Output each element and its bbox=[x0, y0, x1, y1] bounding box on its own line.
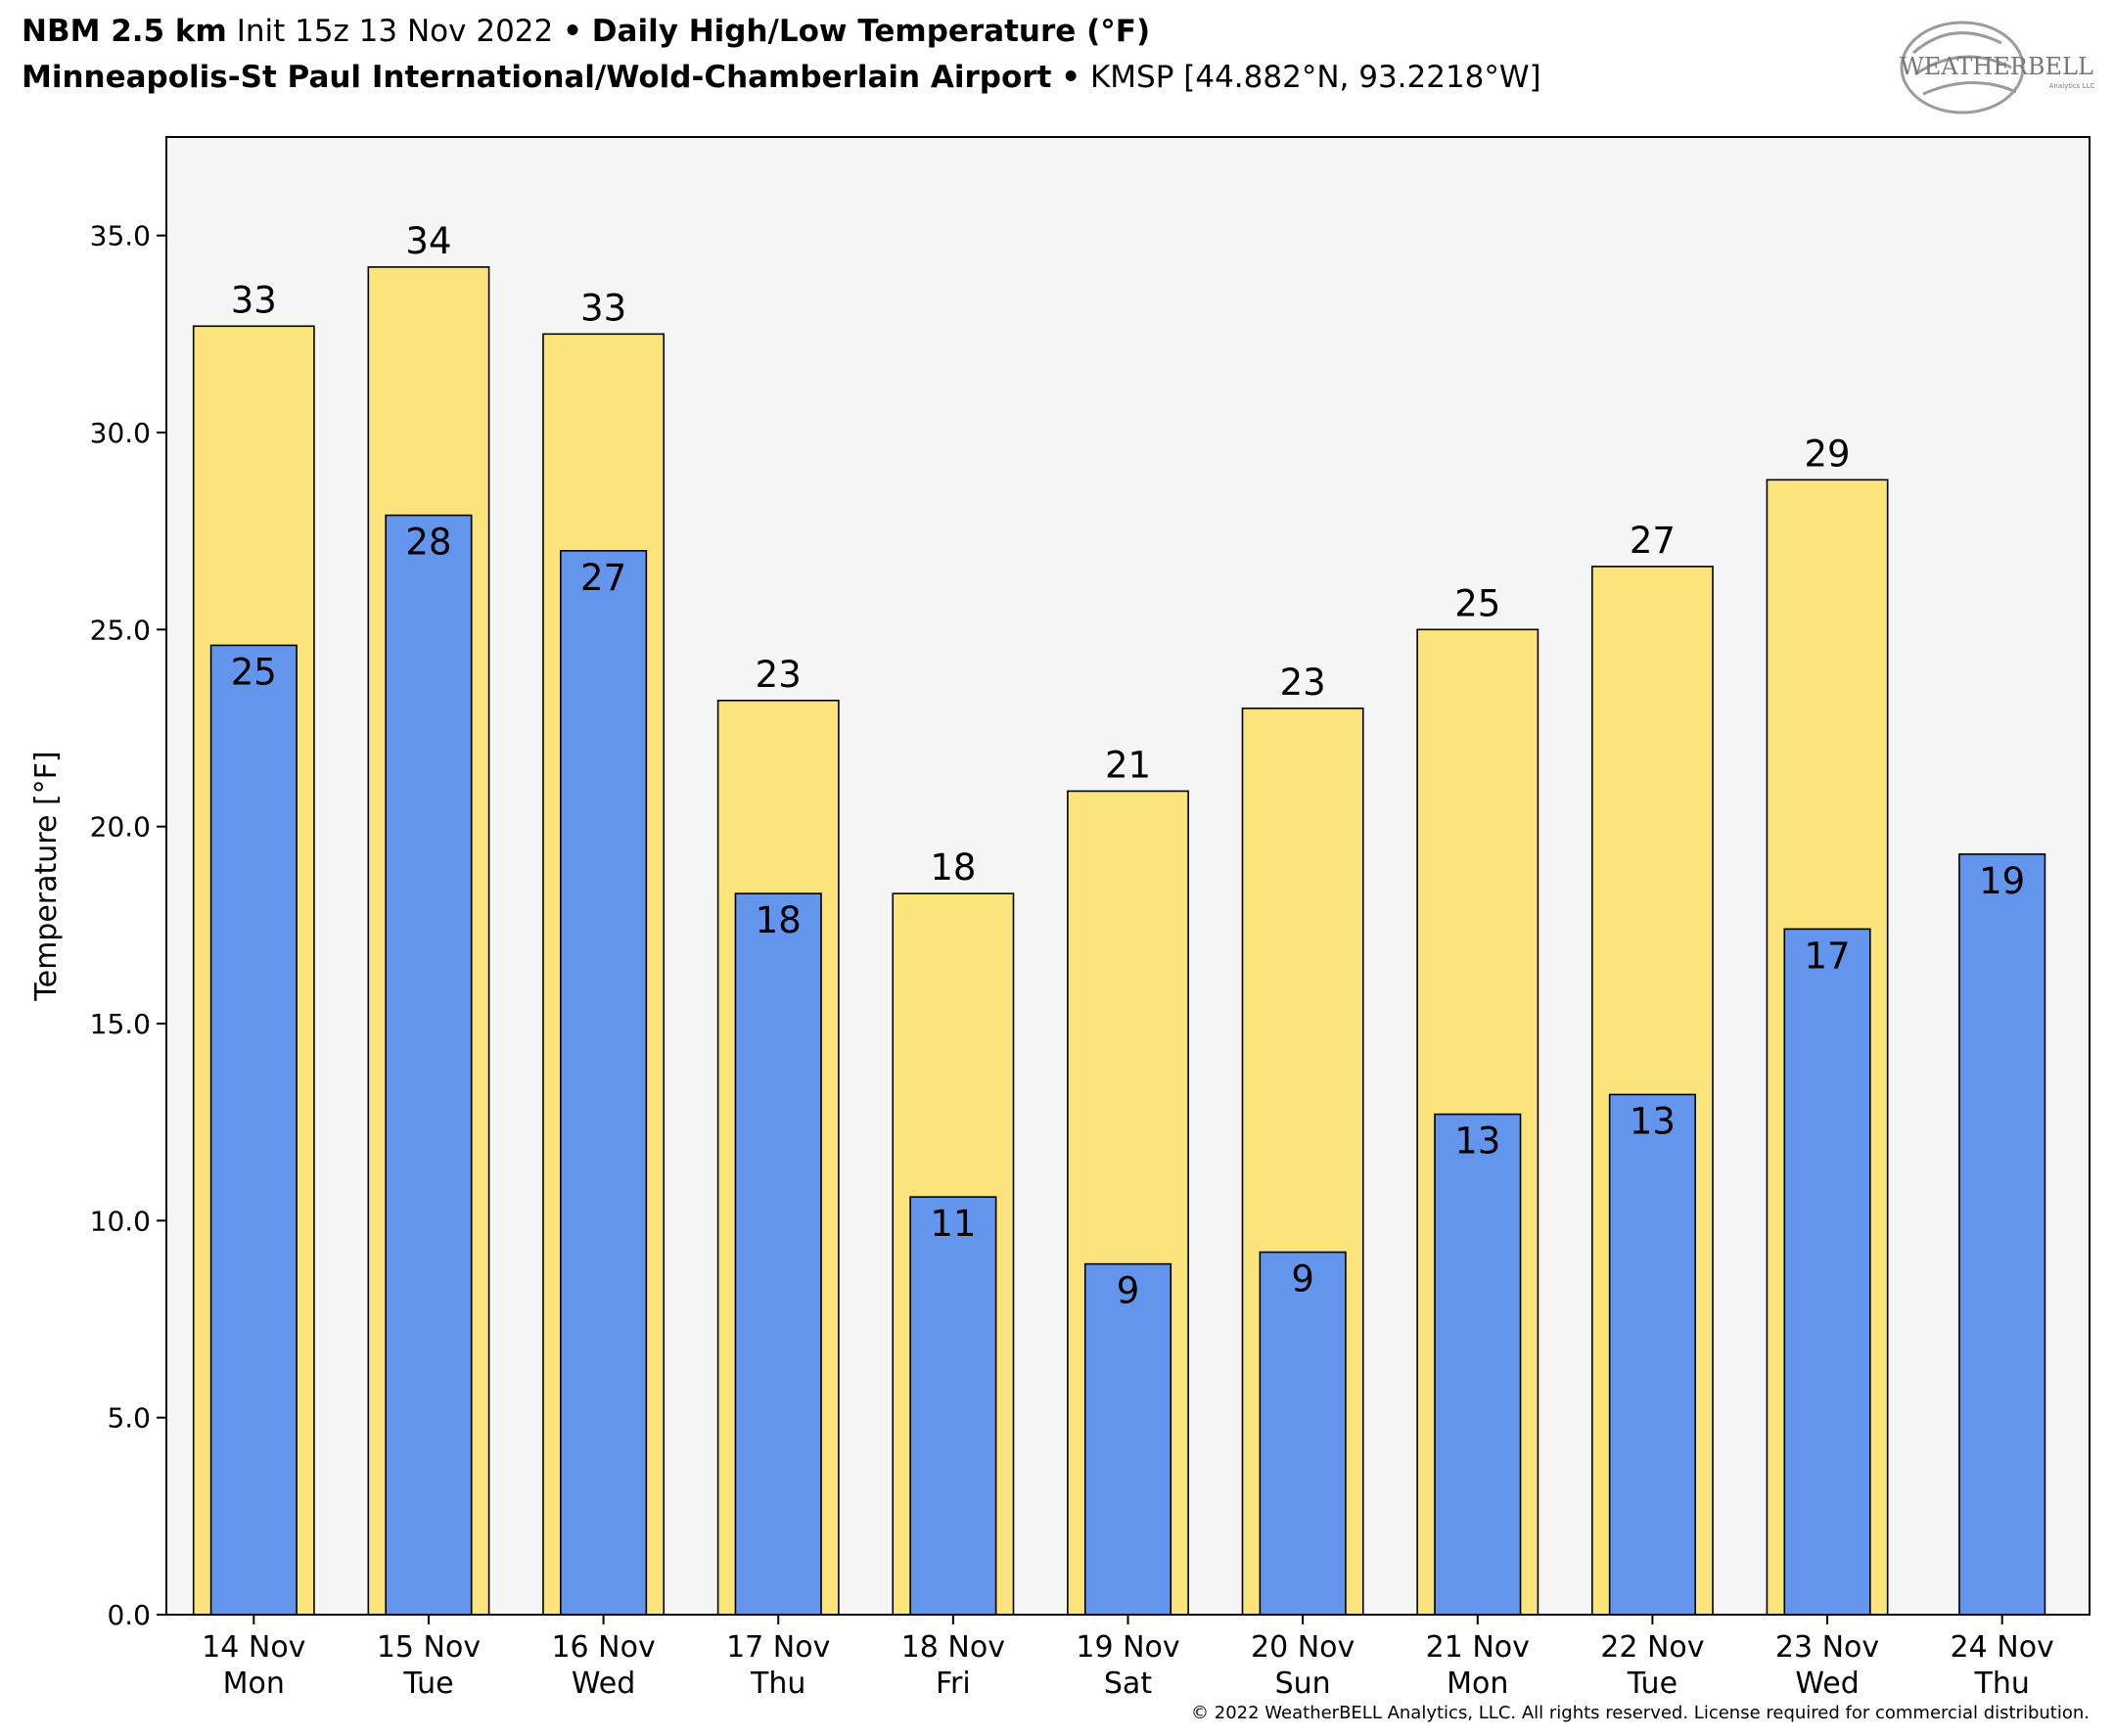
model-name: NBM 2.5 km bbox=[22, 14, 227, 49]
x-tick-date: 14 Nov bbox=[202, 1630, 305, 1665]
high-temp-label: 29 bbox=[1804, 433, 1850, 475]
x-tick-weekday: Fri bbox=[936, 1667, 971, 1701]
x-tick-weekday: Tue bbox=[1627, 1667, 1677, 1701]
low-temp-label: 27 bbox=[580, 557, 626, 599]
copyright-notice: © 2022 WeatherBELL Analytics, LLC. All r… bbox=[1191, 1703, 2090, 1723]
low-temp-label: 18 bbox=[756, 899, 802, 941]
x-tick-date: 20 Nov bbox=[1251, 1630, 1355, 1665]
y-tick-label: 25.0 bbox=[90, 614, 151, 646]
y-tick-label: 0.0 bbox=[107, 1599, 151, 1631]
x-tick-weekday: Thu bbox=[750, 1667, 805, 1701]
low-temp-bar bbox=[1259, 1251, 1347, 1616]
low-temp-bar bbox=[909, 1196, 997, 1616]
high-temp-label: 34 bbox=[405, 220, 451, 262]
low-temp-label: 9 bbox=[1117, 1270, 1140, 1312]
low-temp-bar bbox=[1783, 928, 1871, 1616]
chart-title-line-2: Minneapolis-St Paul International/Wold-C… bbox=[22, 60, 1541, 95]
low-temp-label: 25 bbox=[231, 651, 277, 693]
y-axis-label: Temperature [°F] bbox=[29, 751, 64, 1001]
bars-layer bbox=[192, 266, 2046, 1616]
chart-title: Daily High/Low Temperature (°F) bbox=[591, 14, 1151, 49]
low-temp-label: 19 bbox=[1979, 860, 2025, 902]
weatherbell-logo: WEATHERBELL Analytics LLC bbox=[1900, 21, 2095, 114]
high-temp-label: 33 bbox=[580, 287, 626, 329]
low-temp-bar bbox=[1083, 1262, 1172, 1616]
low-temp-bar bbox=[209, 644, 298, 1616]
x-tick-date: 17 Nov bbox=[726, 1630, 830, 1665]
x-tick-weekday: Mon bbox=[1447, 1667, 1508, 1701]
low-temp-bar bbox=[385, 514, 473, 1616]
y-tick-label: 5.0 bbox=[107, 1402, 151, 1435]
high-temp-label: 18 bbox=[930, 846, 976, 889]
high-temp-label: 27 bbox=[1630, 520, 1676, 562]
x-tick-weekday: Sat bbox=[1104, 1667, 1152, 1701]
separator: • bbox=[1061, 60, 1081, 95]
x-tick-weekday: Wed bbox=[1795, 1667, 1859, 1701]
x-tick-date: 22 Nov bbox=[1600, 1630, 1704, 1665]
x-tick-date: 16 Nov bbox=[551, 1630, 655, 1665]
y-tick-label: 20.0 bbox=[90, 811, 151, 844]
low-temp-label: 13 bbox=[1454, 1120, 1500, 1163]
x-tick-date: 18 Nov bbox=[901, 1630, 1005, 1665]
low-temp-bar bbox=[560, 549, 648, 1616]
low-temp-bar bbox=[1608, 1093, 1696, 1616]
separator: • bbox=[563, 14, 582, 49]
x-tick-date: 19 Nov bbox=[1076, 1630, 1179, 1665]
low-temp-bar bbox=[1434, 1113, 1522, 1616]
x-tick-weekday: Wed bbox=[572, 1667, 635, 1701]
x-tick-weekday: Mon bbox=[223, 1667, 285, 1701]
y-tick-label: 10.0 bbox=[90, 1205, 151, 1237]
high-temp-label: 21 bbox=[1105, 744, 1151, 786]
high-temp-label: 23 bbox=[1280, 662, 1326, 704]
x-tick-date: 24 Nov bbox=[1951, 1630, 2054, 1665]
low-temp-label: 28 bbox=[405, 522, 451, 564]
x-tick-weekday: Tue bbox=[402, 1667, 453, 1701]
station-name: Minneapolis-St Paul International/Wold-C… bbox=[22, 60, 1052, 95]
high-temp-label: 23 bbox=[756, 654, 802, 696]
high-temp-label: 33 bbox=[231, 279, 277, 321]
low-temp-bar bbox=[734, 892, 822, 1616]
low-temp-bar bbox=[1958, 853, 2046, 1616]
y-axis: 0.0 5.0 10.0 15.0 20.0 25.0 30.0 35.0 bbox=[90, 220, 166, 1631]
y-tick-label: 35.0 bbox=[90, 220, 151, 252]
logo-subtext: Analytics LLC bbox=[2049, 82, 2095, 90]
low-temp-label: 9 bbox=[1291, 1258, 1314, 1301]
low-temp-label: 13 bbox=[1630, 1100, 1676, 1142]
station-info: KMSP [44.882°N, 93.2218°W] bbox=[1089, 60, 1541, 95]
chart-title-line-1: NBM 2.5 km Init 15z 13 Nov 2022 • Daily … bbox=[22, 14, 1150, 49]
logo-text: WEATHERBELL bbox=[1900, 53, 2093, 80]
x-tick-weekday: Thu bbox=[1974, 1667, 2030, 1701]
x-tick-date: 15 Nov bbox=[377, 1630, 481, 1665]
x-tick-date: 23 Nov bbox=[1775, 1630, 1879, 1665]
x-tick-date: 21 Nov bbox=[1426, 1630, 1530, 1665]
y-tick-label: 15.0 bbox=[90, 1008, 151, 1040]
low-temp-label: 17 bbox=[1804, 935, 1850, 977]
init-time: Init 15z 13 Nov 2022 bbox=[236, 14, 554, 49]
bar-labels-layer: 33 34 33 23 18 21 23 25 27 29 25 28 27 18 11 9 9 13 13 17 19 bbox=[231, 220, 2025, 1312]
x-tick-weekday: Sun bbox=[1275, 1667, 1331, 1701]
y-tick-label: 30.0 bbox=[90, 417, 151, 449]
high-temp-label: 25 bbox=[1454, 582, 1500, 624]
low-temp-label: 11 bbox=[930, 1203, 976, 1245]
